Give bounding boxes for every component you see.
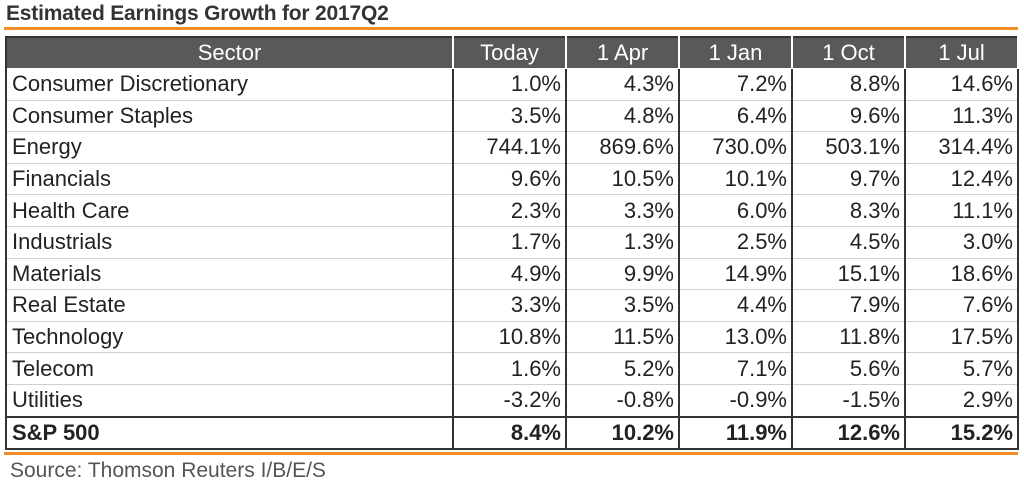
value-cell: 1.0% xyxy=(453,68,567,101)
value-cell: 10.2% xyxy=(566,415,680,450)
value-cell: 6.0% xyxy=(679,194,793,227)
header-row: Sector Today 1 Apr 1 Jan 1 Oct 1 Jul xyxy=(5,36,1019,69)
value-cell: 13.0% xyxy=(679,321,793,354)
sector-cell: Consumer Staples xyxy=(6,100,454,133)
column-header-3: 1 Jan xyxy=(678,36,793,69)
table-row: Real Estate 3.3% 3.5% 4.4% 7.9% 7.6% xyxy=(6,289,1019,322)
value-cell: 14.9% xyxy=(679,258,793,291)
table-row: Telecom 1.6% 5.2% 7.1% 5.6% 5.7% xyxy=(6,352,1019,385)
sector-cell: Health Care xyxy=(6,194,454,227)
value-cell: 1.3% xyxy=(566,226,680,259)
value-cell: 9.6% xyxy=(453,163,567,196)
value-cell: 8.3% xyxy=(792,194,906,227)
table-row: Consumer Staples 3.5% 4.8% 6.4% 9.6% 11.3% xyxy=(6,100,1019,133)
value-cell: 1.6% xyxy=(453,352,567,385)
table-row: Energy 744.1% 869.6% 730.0% 503.1% 314.4% xyxy=(6,131,1019,164)
source-note: Source: Thomson Reuters I/B/E/S xyxy=(10,459,326,482)
value-cell: 3.5% xyxy=(453,100,567,133)
sector-cell: Financials xyxy=(6,163,454,196)
table-row: Utilities -3.2% -0.8% -0.9% -1.5% 2.9% xyxy=(6,384,1019,418)
value-cell: 18.6% xyxy=(905,258,1019,291)
value-cell: 8.4% xyxy=(453,415,567,450)
value-cell: 11.8% xyxy=(792,321,906,354)
total-row: S&P 500 8.4% 10.2% 11.9% 12.6% 15.2% xyxy=(6,415,1019,450)
value-cell: 10.5% xyxy=(566,163,680,196)
value-cell: 3.0% xyxy=(905,226,1019,259)
value-cell: 11.5% xyxy=(566,321,680,354)
value-cell: 503.1% xyxy=(792,131,906,164)
value-cell: 11.9% xyxy=(679,415,793,450)
value-cell: 15.2% xyxy=(905,415,1019,450)
value-cell: 4.8% xyxy=(566,100,680,133)
value-cell: 1.7% xyxy=(453,226,567,259)
value-cell: 4.5% xyxy=(792,226,906,259)
sector-cell: Consumer Discretionary xyxy=(6,68,454,101)
sector-cell: Utilities xyxy=(6,384,454,418)
sector-cell: Materials xyxy=(6,258,454,291)
value-cell: 5.6% xyxy=(792,352,906,385)
column-header-5: 1 Jul xyxy=(904,36,1019,69)
value-cell: 7.9% xyxy=(792,289,906,322)
value-cell: 9.6% xyxy=(792,100,906,133)
table-row: Technology 10.8% 11.5% 13.0% 11.8% 17.5% xyxy=(6,321,1019,354)
title-rule xyxy=(4,27,1018,30)
value-cell: 4.3% xyxy=(566,68,680,101)
column-header-4: 1 Oct xyxy=(791,36,906,69)
value-cell: 11.3% xyxy=(905,100,1019,133)
table-row: Materials 4.9% 9.9% 14.9% 15.1% 18.6% xyxy=(6,258,1019,291)
value-cell: 10.8% xyxy=(453,321,567,354)
table-row: Financials 9.6% 10.5% 10.1% 9.7% 12.4% xyxy=(6,163,1019,196)
column-header-1: Today xyxy=(452,36,567,69)
sector-cell: Telecom xyxy=(6,352,454,385)
value-cell: 5.7% xyxy=(905,352,1019,385)
value-cell: 9.7% xyxy=(792,163,906,196)
value-cell: 10.1% xyxy=(679,163,793,196)
sector-cell: Technology xyxy=(6,321,454,354)
value-cell: -0.8% xyxy=(566,384,680,418)
table-row: Industrials 1.7% 1.3% 2.5% 4.5% 3.0% xyxy=(6,226,1019,259)
value-cell: 2.9% xyxy=(905,384,1019,418)
earnings-growth-table: Sector Today 1 Apr 1 Jan 1 Oct 1 Jul Consumer… xyxy=(5,36,1019,450)
value-cell: 9.9% xyxy=(566,258,680,291)
value-cell: 3.3% xyxy=(566,194,680,227)
value-cell: -3.2% xyxy=(453,384,567,418)
value-cell: 15.1% xyxy=(792,258,906,291)
value-cell: 5.2% xyxy=(566,352,680,385)
value-cell: -0.9% xyxy=(679,384,793,418)
value-cell: 17.5% xyxy=(905,321,1019,354)
table-row: Consumer Discretionary 1.0% 4.3% 7.2% 8.8% 14… xyxy=(6,68,1019,101)
value-cell: 2.3% xyxy=(453,194,567,227)
column-header-2: 1 Apr xyxy=(565,36,680,69)
value-cell: 2.5% xyxy=(679,226,793,259)
value-cell: 7.6% xyxy=(905,289,1019,322)
value-cell: 12.6% xyxy=(792,415,906,450)
value-cell: 14.6% xyxy=(905,68,1019,101)
table-title: Estimated Earnings Growth for 2017Q2 xyxy=(6,2,389,25)
sector-cell: Energy xyxy=(6,131,454,164)
value-cell: 7.2% xyxy=(679,68,793,101)
sector-cell: Industrials xyxy=(6,226,454,259)
value-cell: 11.1% xyxy=(905,194,1019,227)
value-cell: 7.1% xyxy=(679,352,793,385)
value-cell: 314.4% xyxy=(905,131,1019,164)
value-cell: 744.1% xyxy=(453,131,567,164)
value-cell: 3.3% xyxy=(453,289,567,322)
value-cell: 4.9% xyxy=(453,258,567,291)
value-cell: 6.4% xyxy=(679,100,793,133)
sector-cell: S&P 500 xyxy=(6,415,454,450)
value-cell: -1.5% xyxy=(792,384,906,418)
sector-cell: Real Estate xyxy=(6,289,454,322)
bottom-rule xyxy=(4,452,1018,455)
value-cell: 730.0% xyxy=(679,131,793,164)
value-cell: 3.5% xyxy=(566,289,680,322)
column-header-0: Sector xyxy=(5,36,454,69)
value-cell: 869.6% xyxy=(566,131,680,164)
table-body: Consumer Discretionary 1.0% 4.3% 7.2% 8.8% 14… xyxy=(6,68,1019,450)
value-cell: 12.4% xyxy=(905,163,1019,196)
value-cell: 4.4% xyxy=(679,289,793,322)
value-cell: 8.8% xyxy=(792,68,906,101)
table-row: Health Care 2.3% 3.3% 6.0% 8.3% 11.1% xyxy=(6,194,1019,227)
